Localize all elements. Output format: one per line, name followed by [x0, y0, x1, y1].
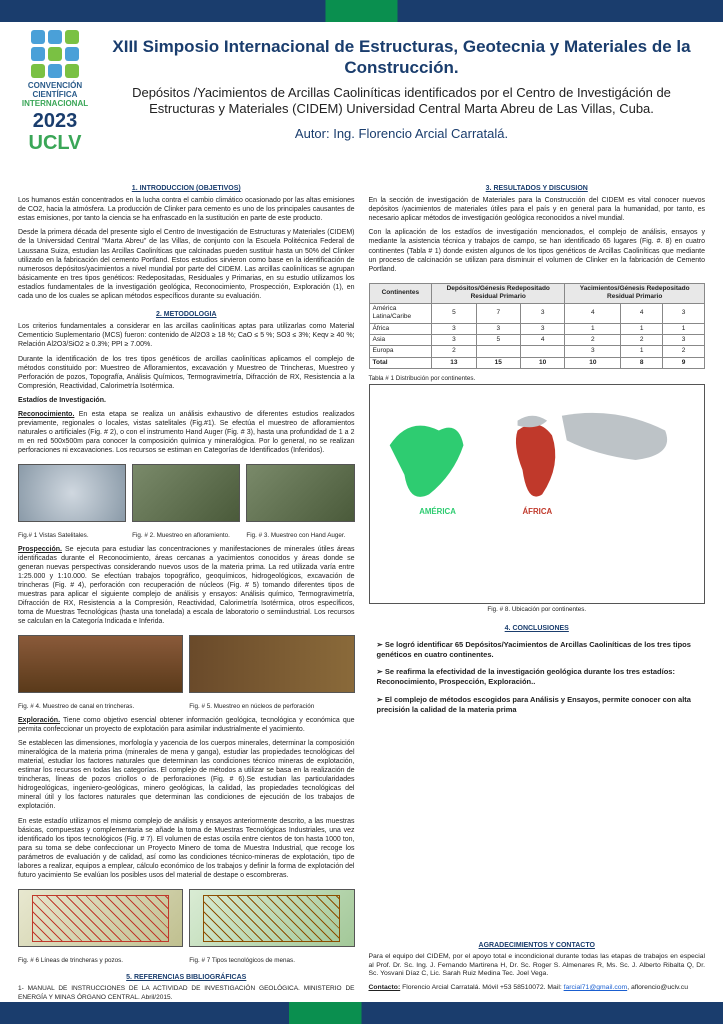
table-total-row: Total1315101089 [369, 357, 705, 368]
concl-2: Se reafirma la efectividad de la investi… [377, 667, 706, 687]
convention-logo: CONVENCIÓN CIENTÍFICA INTERNACIONAL 2023… [14, 30, 96, 154]
results-p1: En la sección de investigación de Materi… [369, 196, 706, 223]
concl-3: El complejo de métodos escogidos para An… [377, 695, 706, 715]
section-results-title: 3. RESULTADOS Y DISCUSION [369, 184, 706, 193]
fig6-image [18, 889, 183, 947]
logo-year: 2023 [33, 110, 78, 132]
logo-uclv: UCLV [29, 132, 82, 154]
right-column: 3. RESULTADOS Y DISCUSION En la sección … [369, 180, 706, 998]
table-row: Europa2312 [369, 346, 705, 357]
contact-email[interactable]: farcial71@gmail.com [564, 984, 628, 991]
fig4-image [18, 635, 183, 693]
left-column: 1. INTRODUCCION (OBJETIVOS) Los humanos … [18, 180, 355, 998]
recon-para: Reconocimiento. En esta etapa se realiza… [18, 410, 355, 455]
distribution-table: Continentes Depósitos/Génesis Redeposita… [369, 283, 706, 370]
metod-p1: Los criterios fundamentales a considerar… [18, 322, 355, 349]
table-row: África333111 [369, 323, 705, 334]
fig7-image [189, 889, 354, 947]
fig5-image [189, 635, 354, 693]
bottom-accent-bar [0, 1002, 723, 1024]
fig5-caption: Fig. # 5. Muestreo en núcleos de perfora… [189, 703, 354, 711]
fig3-caption: Fig. # 3. Muestreo con Hand Auger. [246, 532, 354, 540]
section-intro-title: 1. INTRODUCCION (OBJETIVOS) [18, 184, 355, 193]
table-caption: Tabla # 1 Distribución por continentes. [369, 375, 706, 383]
fig8-worldmap: AMÉRICA ÁFRICA [369, 384, 706, 604]
poster-subtitle: Depósitos /Yacimientos de Arcillas Caoli… [100, 85, 703, 119]
results-p2: Con la aplicación de los estadíos de inv… [369, 228, 706, 273]
ref1: 1- MANUAL DE INSTRUCCIONES DE LA ACTIVID… [18, 985, 355, 1002]
fig1-caption: Fig.# 1 Vistas Satelitales. [18, 532, 126, 540]
section-metod-title: 2. METODOLOGIA [18, 310, 355, 319]
poster-title: XIII Simposio Internacional de Estructur… [100, 36, 703, 79]
fig3-image [246, 464, 354, 522]
fig8-caption: Fig. # 8. Ubicación por continentes. [369, 606, 706, 614]
fig-row-2 [18, 635, 355, 693]
th-group2: Yacimientos/Génesis Redepositado Residua… [565, 283, 705, 303]
contact-text: Florencio Arcial Carratalá. Móvil +53 58… [400, 984, 563, 991]
fig4-caption: Fig. # 4. Muestreo de canal en trinchera… [18, 703, 183, 711]
fig7-caption: Fig. # 7 Tipos tecnológicos de menas. [189, 957, 354, 965]
th-group1: Depósitos/Génesis Redepositado Residual … [432, 283, 565, 303]
fig2-image [132, 464, 240, 522]
contact-text2: , aflorencio@uclv.cu [627, 984, 688, 991]
prosp-para: Prospección. Se ejecuta para estudiar la… [18, 545, 355, 627]
section-ack-title: AGRADECIMIENTOS Y CONTACTO [369, 941, 706, 950]
worldmap-icon: AMÉRICA ÁFRICA [370, 385, 705, 535]
table-row: América Latina/Caribe573443 [369, 303, 705, 323]
fig1-image [18, 464, 126, 522]
poster-header: XIII Simposio Internacional de Estructur… [100, 22, 703, 141]
fig2-caption: Fig. # 2. Muestreo en afloramiento. [132, 532, 240, 540]
intro-p1: Los humanos están concentrados en la luc… [18, 196, 355, 223]
prosp-label: Prospección. [18, 546, 62, 553]
ack-p: Para el equipo del CIDEM, por el apoyo t… [369, 953, 706, 979]
intro-p2: Desde la primera década del presente sig… [18, 228, 355, 301]
table-row: Asia354223 [369, 335, 705, 346]
logo-line3: INTERNACIONAL [22, 100, 88, 109]
top-accent-bar [0, 0, 723, 22]
explor-p3: En este estadío utilizamos el mismo comp… [18, 817, 355, 881]
concl-1: Se logró identificar 65 Depósitos/Yacimi… [377, 640, 706, 660]
svg-text:ÁFRICA: ÁFRICA [522, 507, 552, 516]
recon-label: Reconocimiento. [18, 411, 74, 418]
fig-row-3 [18, 889, 355, 947]
prosp-text: Se ejecuta para estudiar las concentraci… [18, 546, 355, 626]
explor-p2: Se establecen las dimensiones, morfologí… [18, 739, 355, 812]
contact-label: Contacto: [369, 984, 401, 991]
poster-content: 1. INTRODUCCION (OBJETIVOS) Los humanos … [18, 180, 705, 998]
explor-text: Tiene como objetivo esencial obtener inf… [18, 717, 355, 733]
fig6-caption: Fig. # 6 Líneas de trincheras y pozos. [18, 957, 183, 965]
contact-line: Contacto: Florencio Arcial Carratalá. Mó… [369, 984, 706, 993]
estadios-heading: Estadíos de Investigación. [18, 396, 355, 405]
logo-squares-icon [31, 30, 79, 78]
poster-author: Autor: Ing. Florencio Arcial Carratalá. [100, 126, 703, 141]
explor-para: Exploración. Tiene como objetivo esencia… [18, 716, 355, 734]
th-continent: Continentes [369, 283, 432, 303]
fig-row-3-captions: Fig. # 6 Líneas de trincheras y pozos. F… [18, 955, 355, 965]
svg-text:AMÉRICA: AMÉRICA [419, 507, 456, 516]
fig-row-2-captions: Fig. # 4. Muestreo de canal en trinchera… [18, 701, 355, 711]
explor-label: Exploración. [18, 717, 60, 724]
section-concl-title: 4. CONCLUSIONES [369, 624, 706, 633]
fig-row-1 [18, 464, 355, 522]
fig-row-1-captions: Fig.# 1 Vistas Satelitales. Fig. # 2. Mu… [18, 530, 355, 540]
section-refs-title: 5. REFERENCIAS BIBLIOGRÁFICAS [18, 973, 355, 982]
metod-p2: Durante la identificación de los tres ti… [18, 355, 355, 391]
